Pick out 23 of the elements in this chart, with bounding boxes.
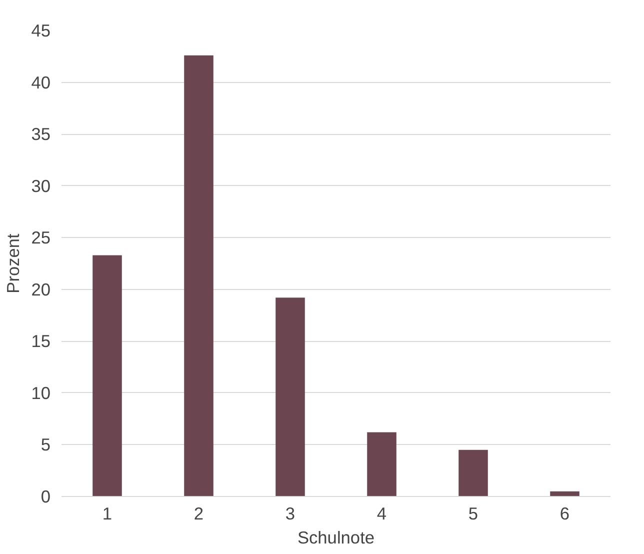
y-tick-label: 35 — [31, 124, 51, 144]
bar — [92, 255, 122, 496]
bar — [184, 55, 214, 496]
x-tick-label: 1 — [102, 504, 112, 524]
x-tick-label: 6 — [560, 504, 570, 524]
bar — [458, 450, 488, 496]
y-tick-label: 40 — [31, 72, 51, 92]
y-axis-title: Prozent — [3, 233, 24, 294]
bar — [276, 298, 305, 496]
x-axis-title: Schulnote — [297, 528, 375, 548]
y-tick-label: 10 — [31, 382, 51, 403]
y-tick-label: 0 — [40, 486, 51, 506]
y-tick-label: 20 — [31, 279, 51, 300]
y-tick-label: 25 — [31, 228, 51, 248]
y-tick-label: 30 — [31, 176, 51, 196]
x-tick-label: 2 — [194, 504, 204, 524]
x-tick-label: 3 — [285, 504, 296, 524]
x-tick-label: 4 — [376, 504, 387, 524]
bar — [367, 432, 396, 496]
x-tick-label: 5 — [468, 504, 478, 524]
y-tick-label: 5 — [40, 434, 51, 455]
y-tick-label: 15 — [31, 331, 51, 352]
y-tick-label: 45 — [31, 20, 51, 40]
